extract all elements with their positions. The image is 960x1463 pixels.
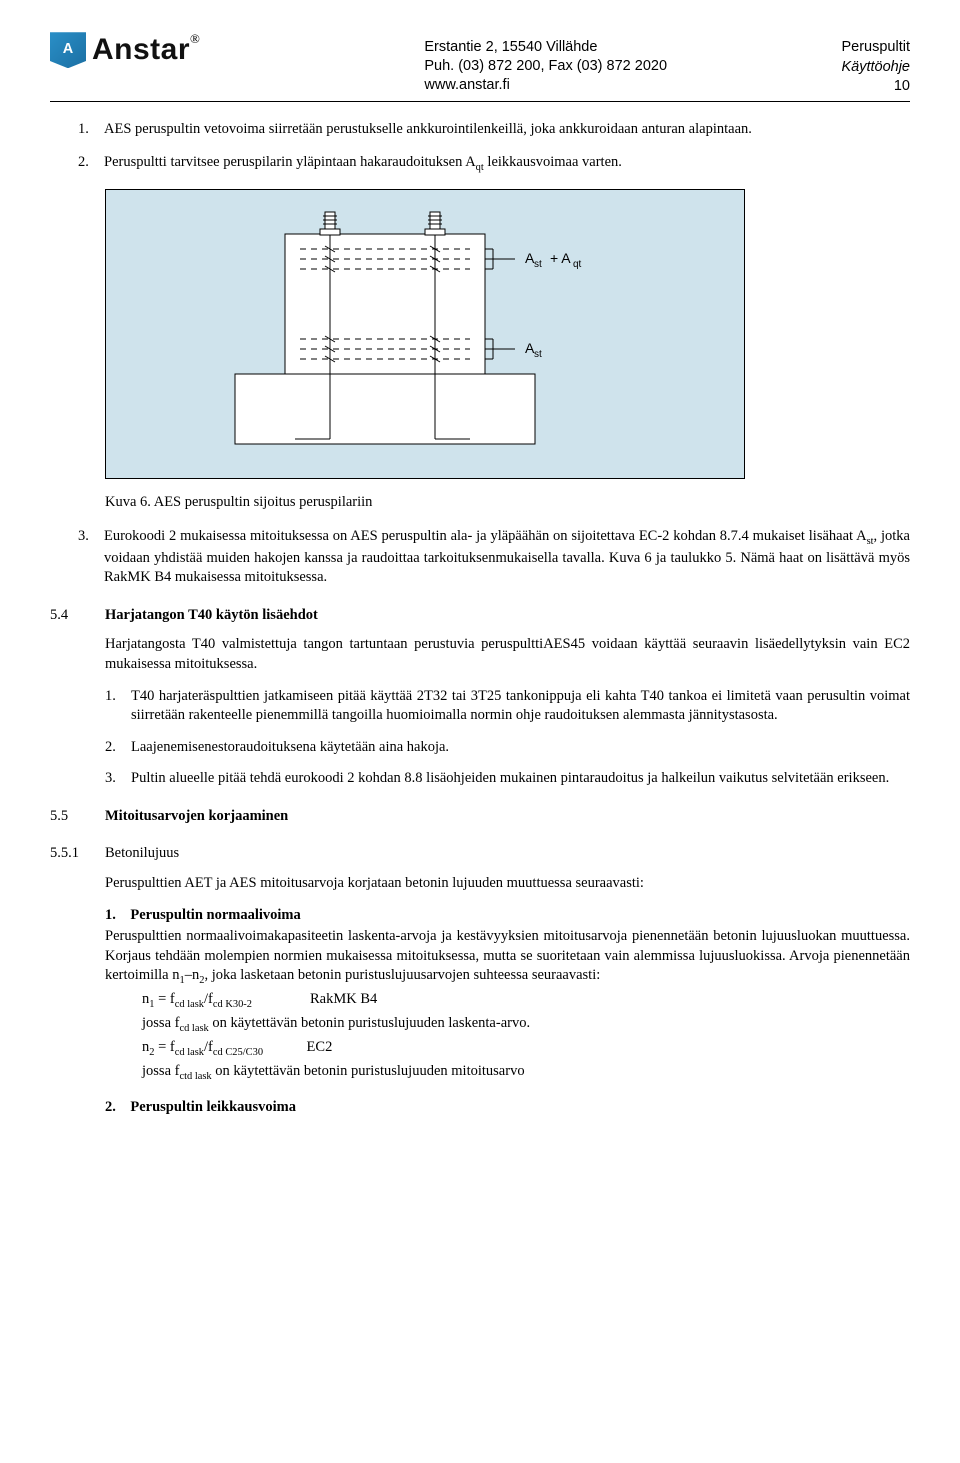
section-number: 5.5 [50,807,105,827]
list-item: 2. Peruspultti tarvitsee peruspilarin yl… [78,153,910,175]
section-title: Harjatangon T40 käytön lisäehdot [105,606,318,626]
paragraph: Harjatangosta T40 valmistettuja tangon t… [105,635,910,674]
list-item: 2. Laajenemisenestoraudoituksena käytetä… [105,738,910,758]
item-text: Laajenemisenestoraudoituksena käytetään … [131,738,910,758]
item-text: AES peruspultin vetovoima siirretään per… [104,120,910,140]
item-heading: Peruspultin normaalivoima [130,907,300,923]
header-divider [50,101,910,102]
equation-norm: RakMK B4 [310,991,377,1007]
header-address: Erstantie 2, 15540 Villähde Puh. (03) 87… [424,38,667,95]
svg-text:st: st [534,259,542,270]
address-line: www.anstar.fi [424,76,667,95]
item-number: 3. [105,769,131,789]
paragraph: Peruspulttien AET ja AES mitoitusarvoja … [105,874,910,894]
item-heading: Peruspultin leikkausvoima [130,1099,296,1115]
header-docinfo: Peruspultit Käyttöohje 10 [841,38,910,97]
address-line: Puh. (03) 872 200, Fax (03) 872 2020 [424,57,667,76]
item-number: 1. [105,907,116,923]
list-item: 1. T40 harjateräspulttien jatkamiseen pi… [105,687,910,726]
svg-text:qt: qt [573,259,582,270]
equation-line: n1 = fcd lask/fcd K30-2 RakMK B4 [142,990,910,1012]
page-header: A Anstar® Erstantie 2, 15540 Villähde Pu… [50,30,910,97]
equation-note: jossa fctd lask on käytettävän betonin p… [142,1062,910,1084]
item-number: 2. [105,1099,116,1115]
doc-subtitle: Käyttöohje [841,58,910,78]
item-number: 2. [105,738,131,758]
paragraph: Peruspulttien normaalivoimakapasiteetin … [105,927,910,988]
logo-wordmark: Anstar® [92,30,200,71]
section-number: 5.4 [50,606,105,626]
section-5-5: 5.5 Mitoitusarvojen korjaaminen [50,807,910,827]
logo: A Anstar® [50,30,200,71]
item-number: 2. [78,153,104,175]
sub-item-2: 2. Peruspultin leikkausvoima [105,1098,910,1118]
equation-note: jossa fcd lask on käytettävän betonin pu… [142,1014,910,1036]
page-number: 10 [841,77,910,97]
section-title: Betonilujuus [105,844,179,864]
section-5-5-1: 5.5.1 Betonilujuus [50,844,910,864]
item-number: 3. [78,527,104,588]
item-text: T40 harjateräspulttien jatkamiseen pitää… [131,687,910,726]
list-item: 3. Pultin alueelle pitää tehdä eurokoodi… [105,769,910,789]
list-item: 3. Eurokoodi 2 mukaisessa mitoituksessa … [78,527,910,588]
item-number: 1. [105,687,131,726]
item-number: 1. [78,120,104,140]
item-text: Pultin alueelle pitää tehdä eurokoodi 2 … [131,769,910,789]
section-number: 5.5.1 [50,844,105,864]
figure-6: A st + A qt A st [105,189,745,479]
item-text: Peruspultti tarvitsee peruspilarin yläpi… [104,153,910,175]
item-text: Eurokoodi 2 mukaisessa mitoituksessa on … [104,527,910,588]
sub-item-1: 1. Peruspultin normaalivoima [105,906,910,926]
doc-title: Peruspultit [841,38,910,58]
logo-registered: ® [190,31,200,46]
list-item: 1. AES peruspultin vetovoima siirretään … [78,120,910,140]
equation-line: n2 = fcd lask/fcd C25/C30 EC2 [142,1038,910,1060]
section-5-4: 5.4 Harjatangon T40 käytön lisäehdot [50,606,910,626]
figure-svg: A st + A qt A st [175,204,675,464]
logo-icon: A [50,32,86,68]
address-line: Erstantie 2, 15540 Villähde [424,38,667,57]
ordered-list: 1. T40 harjateräspulttien jatkamiseen pi… [105,687,910,789]
svg-text:+ A: + A [550,250,571,266]
section-title: Mitoitusarvojen korjaaminen [105,807,288,827]
svg-text:st: st [534,349,542,360]
figure-caption: Kuva 6. AES peruspultin sijoitus peruspi… [105,493,910,513]
equation-norm: EC2 [307,1039,333,1055]
logo-text: Anstar [92,33,190,66]
